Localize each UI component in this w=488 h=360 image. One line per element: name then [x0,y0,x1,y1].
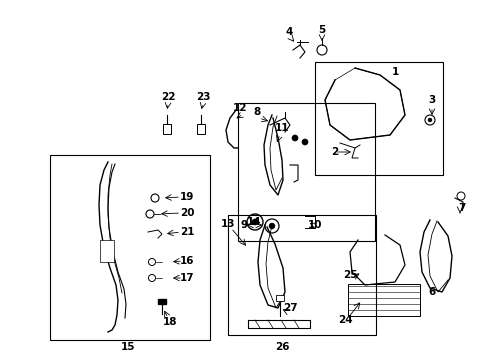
Text: 23: 23 [195,92,210,102]
Text: 24: 24 [337,315,351,325]
Bar [275,295,284,301]
Text: 1: 1 [390,67,398,77]
Text: 11: 11 [274,123,289,133]
Text: 4: 4 [285,27,292,37]
Text: 17: 17 [179,273,194,283]
Text: 3: 3 [427,95,435,105]
Bar [197,124,204,134]
Text: 14: 14 [246,217,261,227]
Circle shape [251,219,258,225]
Text: 8: 8 [253,107,260,117]
Text: 13: 13 [220,219,235,229]
Text: 16: 16 [180,256,194,266]
Text: 9: 9 [240,220,247,230]
Bar [163,124,171,134]
Circle shape [268,223,274,229]
Text: 7: 7 [457,203,465,213]
Bar [100,240,114,262]
Text: 6: 6 [427,287,435,297]
Text: 19: 19 [180,192,194,202]
Text: 26: 26 [274,342,289,352]
Text: 21: 21 [180,227,194,237]
Text: 5: 5 [318,25,325,35]
Text: 20: 20 [180,208,194,218]
Text: 2: 2 [331,147,338,157]
Text: 27: 27 [282,303,297,313]
Text: 12: 12 [232,103,247,113]
Text: 22: 22 [161,92,175,102]
Bar [227,215,375,335]
Circle shape [291,135,297,141]
Bar [314,62,442,175]
Circle shape [427,118,431,122]
Bar [158,299,165,304]
Circle shape [302,139,307,145]
Bar [347,284,419,316]
Text: 15: 15 [121,342,135,352]
Text: 10: 10 [307,220,322,230]
Bar [50,155,209,340]
Text: 18: 18 [163,317,177,327]
Bar [238,103,374,241]
Text: 25: 25 [342,270,357,280]
